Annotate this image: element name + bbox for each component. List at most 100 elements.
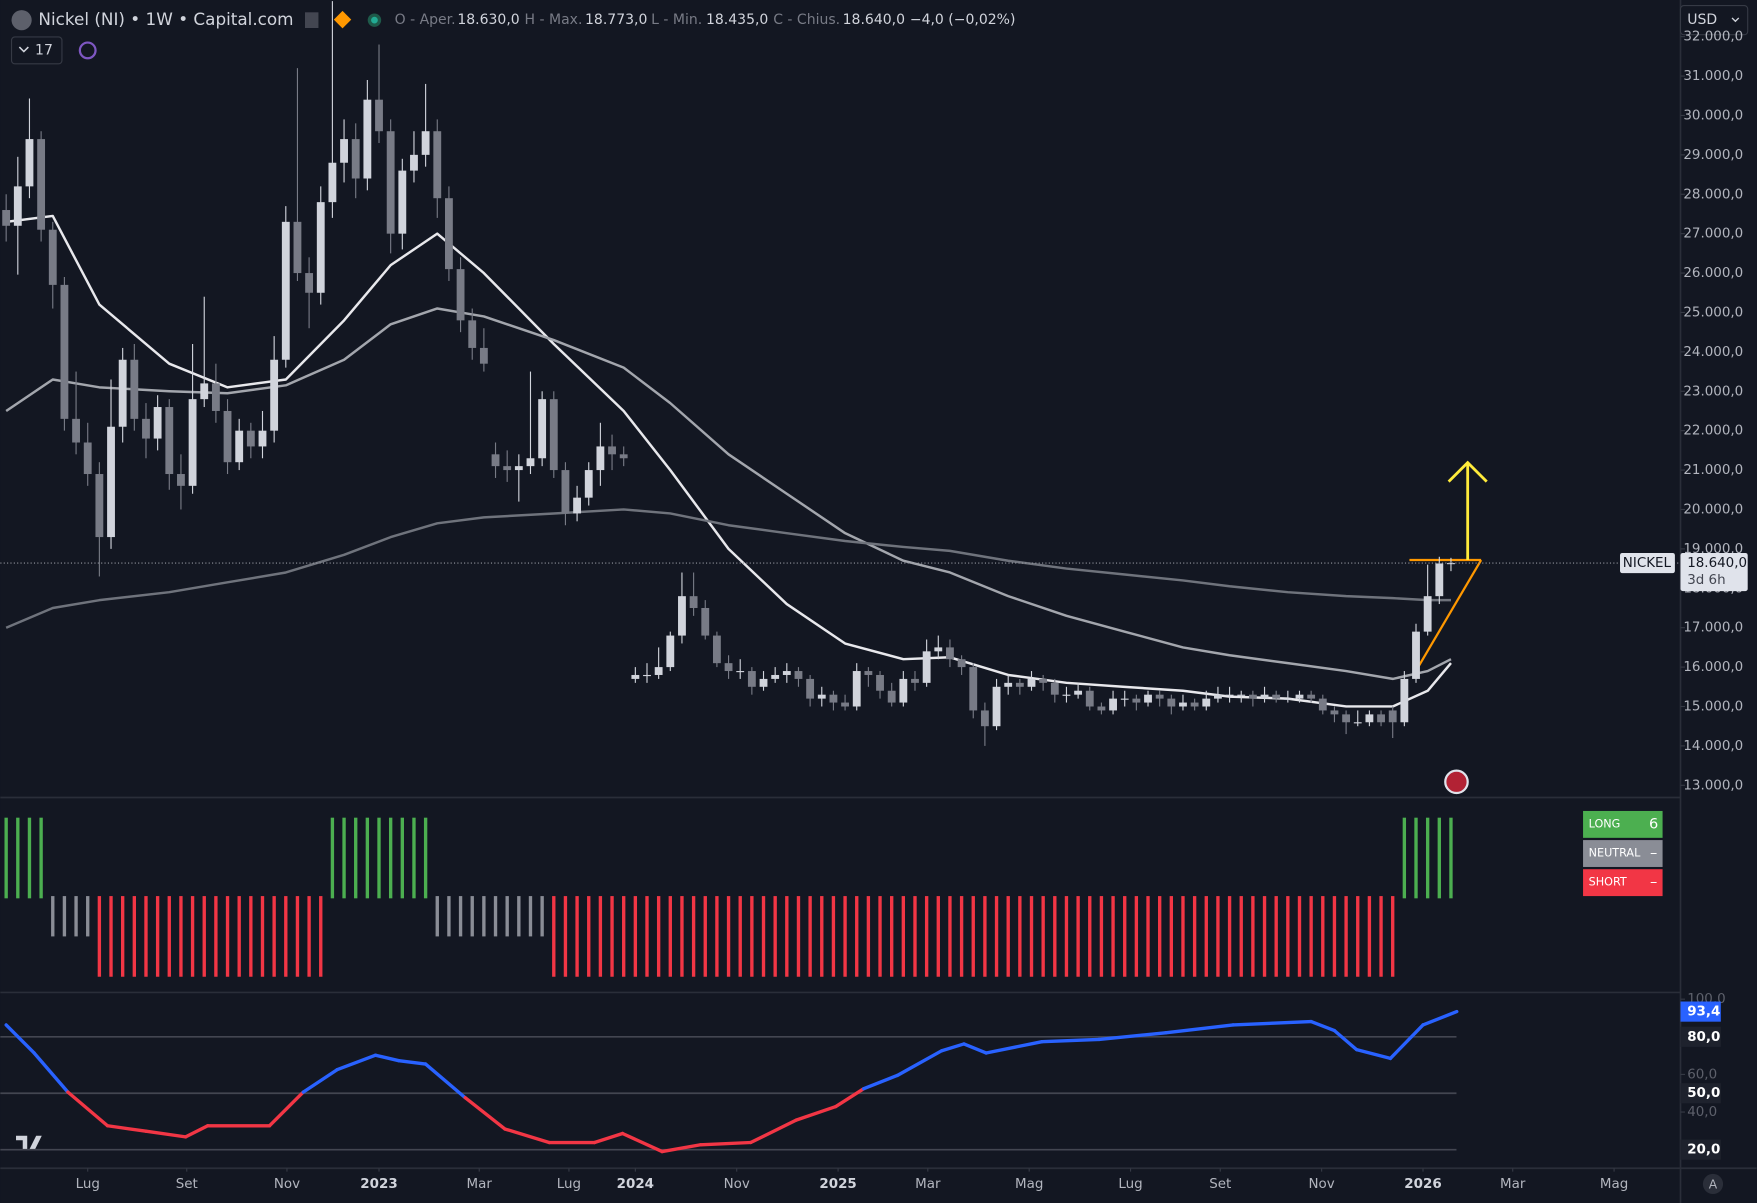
signal-bar: [51, 896, 55, 937]
signal-bar: [214, 896, 218, 977]
y-tick-label: 40,0: [1687, 1105, 1717, 1120]
y-tick-label: 32.000,0: [1683, 30, 1743, 45]
candle-body: [118, 359, 127, 427]
y-tick-label: 13.000,0: [1683, 778, 1743, 793]
last-price-label: 18.640,0: [1687, 556, 1747, 571]
candle-body: [794, 671, 803, 679]
triangle-side[interactable]: [1412, 559, 1483, 675]
signal-bar: [913, 896, 917, 977]
candle-body: [72, 418, 80, 443]
signal-bar: [272, 896, 276, 977]
target-arrow-head[interactable]: [1447, 460, 1488, 483]
candle-body: [200, 383, 209, 400]
economic-event-flag[interactable]: [1444, 769, 1469, 795]
candle-body: [841, 702, 849, 707]
symbol-icon[interactable]: [11, 10, 32, 31]
signal-bar: [400, 817, 404, 899]
candle-body: [771, 674, 780, 679]
candle-body: [1132, 698, 1141, 703]
auto-scale-label[interactable]: A: [1709, 1178, 1718, 1192]
currency-label[interactable]: USD: [1687, 12, 1717, 28]
candle-body: [223, 410, 232, 463]
oscillator-segment: [301, 1068, 339, 1094]
signal-bar: [808, 896, 812, 977]
candle-body: [1085, 690, 1094, 707]
candle-body: [1423, 596, 1432, 632]
signal-bar: [575, 896, 579, 977]
candle-body: [1050, 682, 1059, 695]
oscillator-segment: [1097, 1031, 1168, 1042]
last-price-box: [1680, 552, 1748, 592]
oscillator-segment: [267, 1090, 305, 1128]
signal-bar: [552, 896, 556, 977]
candle-body: [177, 474, 185, 486]
signal-bar: [505, 896, 509, 937]
candle-body: [1027, 678, 1036, 687]
symbol-title[interactable]: Nickel (NI) • 1W • Capital.com: [38, 9, 293, 29]
signal-bar: [1262, 896, 1267, 977]
candle-body: [712, 635, 721, 664]
y-tick-label: 80,0: [1687, 1030, 1720, 1045]
x-tick-label: Set: [176, 1177, 198, 1192]
candle-body: [747, 671, 756, 687]
signal-bar: [1297, 896, 1302, 977]
signal-bar: [354, 817, 358, 899]
signal-bar: [377, 817, 381, 899]
candle-body: [864, 671, 873, 675]
signal-bar: [1029, 896, 1034, 977]
x-tick-label: Nov: [274, 1177, 300, 1192]
currency-button[interactable]: [1679, 5, 1749, 36]
signal-bar: [1088, 896, 1092, 977]
candle-body: [584, 470, 593, 498]
signal-bar: [1018, 896, 1022, 977]
tradingview-logo[interactable]: [16, 1135, 42, 1150]
ohlc-value: 18.630,0: [457, 12, 519, 28]
signal-bar: [959, 896, 964, 977]
signal-bar: [1309, 896, 1313, 977]
oscillator-segment: [335, 1053, 378, 1072]
signal-bar: [249, 896, 253, 977]
oscillator-segment: [423, 1062, 467, 1100]
legend-count: –: [1650, 874, 1657, 891]
candle-body: [782, 671, 791, 675]
signal-bar: [1379, 896, 1383, 977]
signal-bar: [1123, 896, 1127, 977]
signal-bar: [843, 896, 847, 977]
candle-body: [1039, 678, 1048, 683]
x-tick-label: Lug: [76, 1177, 100, 1192]
legend-count: –: [1650, 845, 1657, 862]
sync-icon[interactable]: [78, 41, 97, 60]
candle-body: [666, 635, 675, 668]
x-tick-label: 2023: [360, 1177, 397, 1192]
candle-body: [759, 678, 768, 687]
oscillator-segment: [1040, 1037, 1101, 1044]
candle-body: [25, 139, 34, 187]
legend-swatch: [1583, 810, 1663, 838]
candle-body: [107, 426, 115, 538]
candle-body: [969, 667, 978, 711]
y-tick-label: 20,0: [1687, 1143, 1720, 1158]
signal-bar: [365, 817, 370, 899]
candle-body: [1283, 698, 1292, 700]
signal-bar: [1053, 896, 1057, 977]
signal-bar: [738, 896, 742, 977]
indicators-toggle[interactable]: [10, 36, 63, 65]
auto-scale-button[interactable]: [1702, 1173, 1724, 1195]
y-tick-label: 14.000,0: [1683, 739, 1743, 754]
candle-body: [1365, 714, 1374, 723]
signal-bar: [493, 896, 498, 937]
signal-bar: [866, 896, 871, 977]
candle-body: [1015, 682, 1024, 687]
indicator-count[interactable]: 17: [35, 42, 53, 58]
icon[interactable]: [305, 12, 319, 29]
ohlc-key: O - Aper.: [395, 12, 456, 28]
oscillator-segment: [463, 1096, 507, 1131]
candle-body: [1435, 563, 1444, 597]
candle-body: [1062, 694, 1071, 696]
signal-bar: [1181, 896, 1185, 977]
signal-bar: [1425, 817, 1430, 899]
candle-body: [328, 162, 337, 203]
candle-body: [573, 497, 582, 514]
ohlc-key: L - Min.: [651, 12, 702, 28]
signal-bar: [307, 896, 311, 977]
